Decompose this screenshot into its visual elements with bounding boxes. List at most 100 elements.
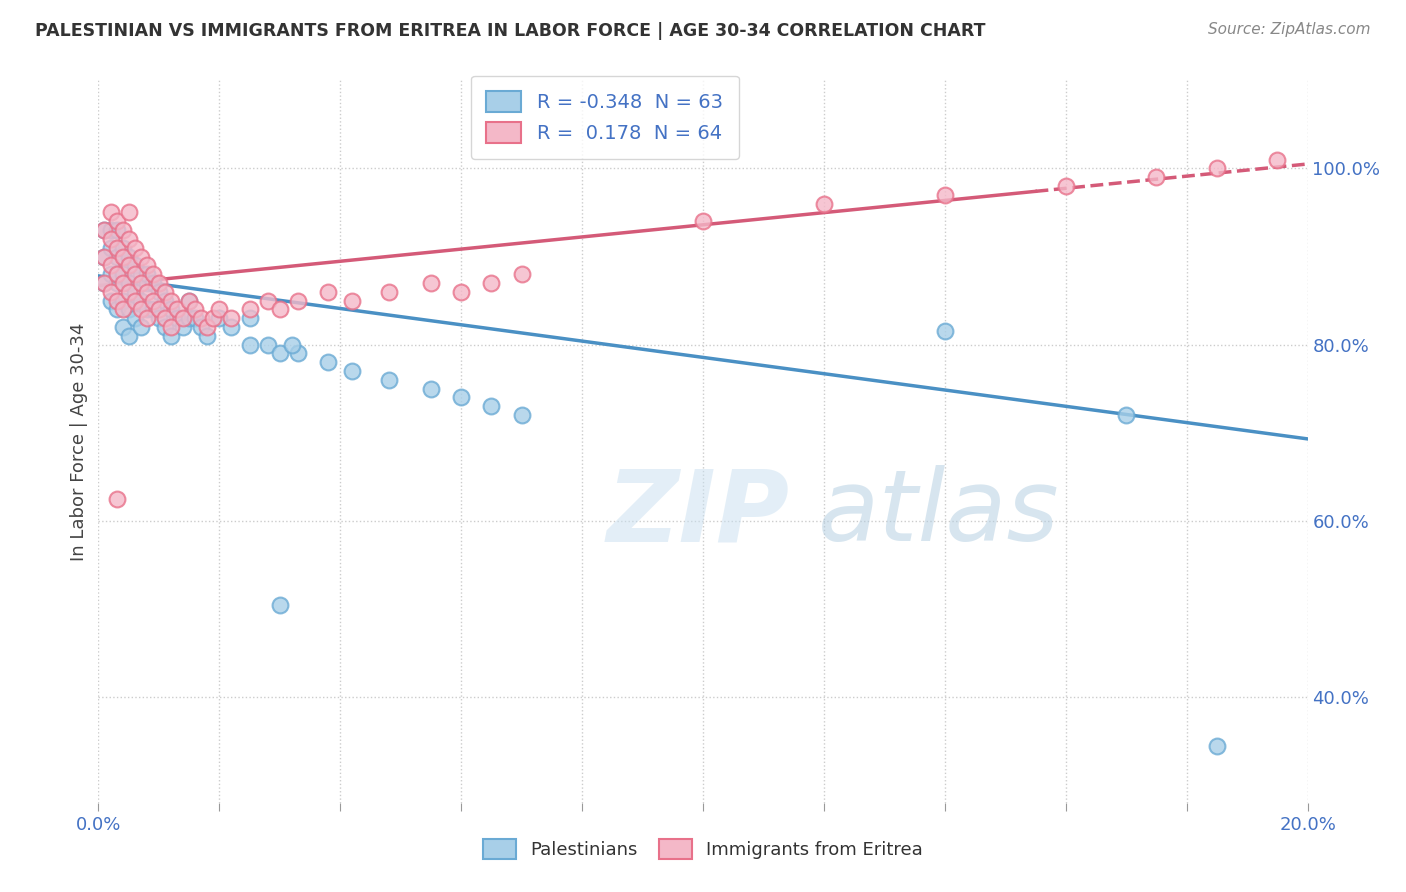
Point	[105, 223, 128, 237]
Point	[111, 223, 134, 237]
Point	[105, 302, 128, 317]
Point	[316, 355, 339, 369]
Point	[269, 598, 291, 612]
Point	[118, 205, 141, 219]
Point	[142, 276, 165, 290]
Point	[153, 320, 176, 334]
Point	[142, 302, 165, 317]
Point	[100, 232, 122, 246]
Point	[100, 285, 122, 299]
Point	[1206, 161, 1229, 176]
Point	[105, 214, 128, 228]
Point	[934, 187, 956, 202]
Point	[481, 276, 503, 290]
Point	[208, 311, 231, 326]
Point	[195, 328, 218, 343]
Point	[135, 267, 157, 281]
Point	[166, 302, 188, 317]
Point	[190, 320, 212, 334]
Point	[105, 276, 128, 290]
Point	[202, 311, 225, 326]
Point	[124, 241, 146, 255]
Point	[93, 276, 115, 290]
Point	[153, 293, 176, 308]
Point	[934, 325, 956, 339]
Point	[100, 258, 122, 272]
Point	[1115, 408, 1137, 422]
Point	[420, 276, 443, 290]
Text: Source: ZipAtlas.com: Source: ZipAtlas.com	[1208, 22, 1371, 37]
Point	[1267, 153, 1289, 167]
Point	[124, 285, 146, 299]
Text: ZIP: ZIP	[606, 466, 789, 562]
Point	[111, 276, 134, 290]
Point	[148, 285, 170, 299]
Point	[184, 311, 207, 326]
Point	[377, 285, 399, 299]
Point	[195, 320, 218, 334]
Point	[111, 250, 134, 264]
Point	[105, 241, 128, 255]
Point	[105, 491, 128, 506]
Text: atlas: atlas	[818, 466, 1060, 562]
Point	[153, 285, 176, 299]
Point	[239, 302, 262, 317]
Point	[111, 293, 134, 308]
Point	[1054, 179, 1077, 194]
Point	[118, 232, 141, 246]
Point	[160, 302, 183, 317]
Y-axis label: In Labor Force | Age 30-34: In Labor Force | Age 30-34	[70, 322, 89, 561]
Point	[118, 285, 141, 299]
Point	[129, 302, 152, 317]
Point	[166, 311, 188, 326]
Point	[190, 311, 212, 326]
Point	[377, 373, 399, 387]
Point	[179, 293, 201, 308]
Point	[420, 382, 443, 396]
Point	[172, 311, 194, 326]
Point	[510, 408, 533, 422]
Point	[239, 311, 262, 326]
Point	[93, 250, 115, 264]
Point	[135, 285, 157, 299]
Point	[135, 276, 157, 290]
Point	[221, 311, 243, 326]
Point	[184, 302, 207, 317]
Point	[287, 346, 309, 360]
Point	[481, 399, 503, 413]
Point	[100, 267, 122, 281]
Point	[118, 258, 141, 272]
Point	[342, 364, 364, 378]
Point	[239, 337, 262, 351]
Point	[148, 276, 170, 290]
Point	[105, 267, 128, 281]
Point	[160, 320, 183, 334]
Point	[281, 337, 304, 351]
Point	[142, 267, 165, 281]
Point	[124, 293, 146, 308]
Point	[111, 302, 134, 317]
Point	[129, 250, 152, 264]
Text: PALESTINIAN VS IMMIGRANTS FROM ERITREA IN LABOR FORCE | AGE 30-34 CORRELATION CH: PALESTINIAN VS IMMIGRANTS FROM ERITREA I…	[35, 22, 986, 40]
Point	[148, 311, 170, 326]
Point	[179, 293, 201, 308]
Point	[153, 311, 176, 326]
Point	[135, 311, 157, 326]
Point	[510, 267, 533, 281]
Point	[148, 302, 170, 317]
Point	[111, 241, 134, 255]
Point	[129, 267, 152, 281]
Legend: Palestinians, Immigrants from Eritrea: Palestinians, Immigrants from Eritrea	[477, 831, 929, 866]
Point	[142, 293, 165, 308]
Point	[269, 302, 291, 317]
Point	[93, 223, 115, 237]
Point	[1206, 739, 1229, 753]
Point	[105, 293, 128, 308]
Point	[450, 285, 472, 299]
Point	[124, 258, 146, 272]
Point	[179, 311, 201, 326]
Point	[111, 267, 134, 281]
Point	[118, 276, 141, 290]
Point	[172, 320, 194, 334]
Point	[813, 196, 835, 211]
